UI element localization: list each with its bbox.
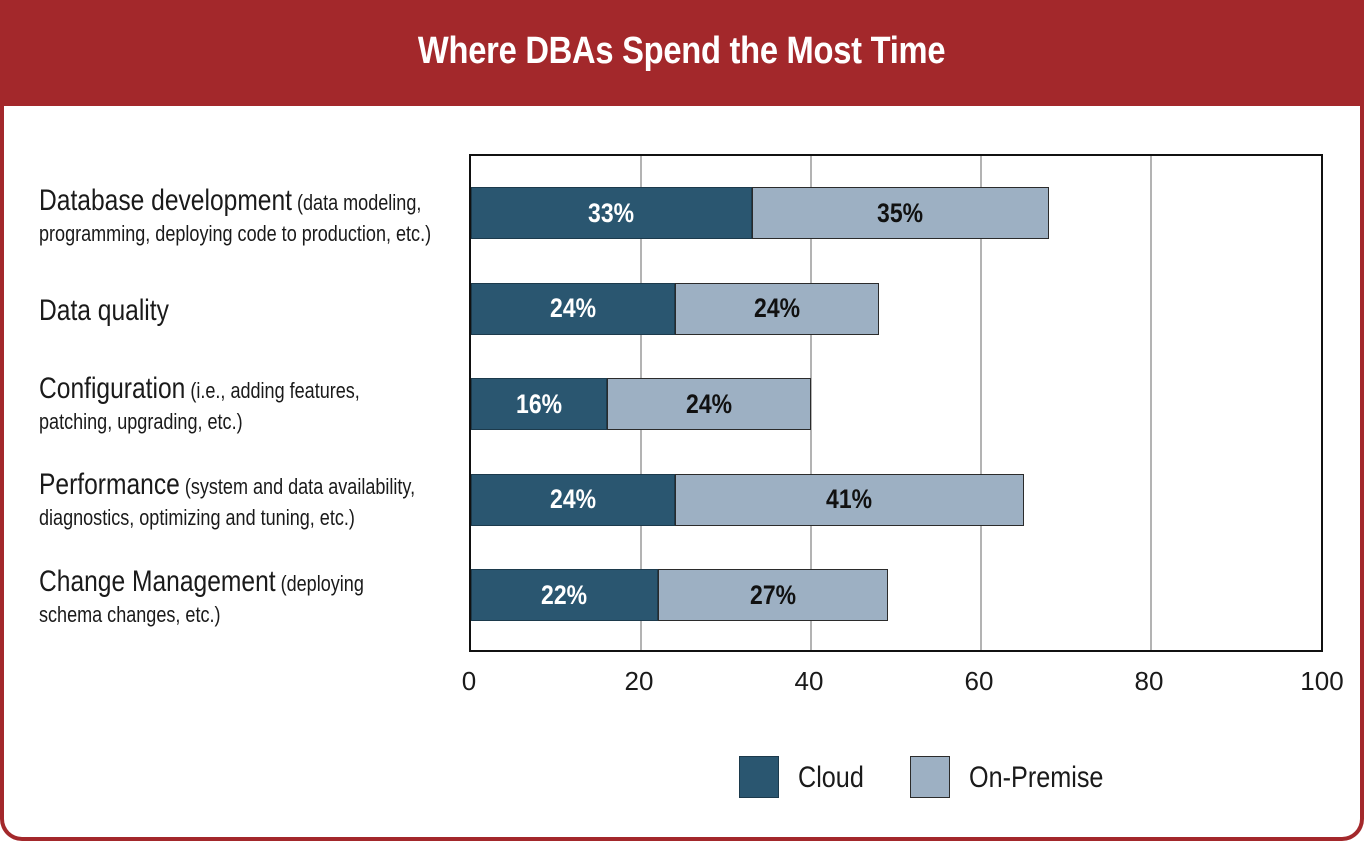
x-tick-label: 20 xyxy=(624,666,654,696)
category-note: (deploying xyxy=(275,571,364,596)
x-tick-label: 100 xyxy=(1300,666,1344,696)
bar-value-label: 16% xyxy=(516,388,562,419)
category-label: Performance (system and data availabilit… xyxy=(39,466,415,533)
category-note-line2: diagnostics, optimizing and tuning, etc.… xyxy=(39,505,355,531)
bar-value-label: 24% xyxy=(754,293,800,323)
category-note: (i.e., adding features, xyxy=(185,378,360,403)
category-label: Database development (data modeling, prog… xyxy=(39,182,431,249)
category-label: Data quality xyxy=(39,292,169,330)
category-name: Data quality xyxy=(39,294,169,327)
x-tick-label: 40 xyxy=(794,666,824,696)
category-note: (system and data availability, xyxy=(179,474,416,499)
gridline xyxy=(810,156,812,650)
title-banner: Where DBAs Spend the Most Time xyxy=(0,0,1364,106)
on-premise-bar: 35% xyxy=(751,187,1049,239)
category-name: Performance xyxy=(39,468,180,501)
cloud-bar: 24% xyxy=(471,473,675,526)
category-label: Change Management (deploying schema chang… xyxy=(39,563,364,630)
cloud-bar: 22% xyxy=(471,569,658,621)
category-note-line2: schema changes, etc.) xyxy=(39,602,221,628)
cloud-bar: 16% xyxy=(471,378,607,430)
category-name: Database development xyxy=(39,184,293,217)
legend-swatch-cloud xyxy=(739,756,779,798)
on-premise-bar: 24% xyxy=(675,282,879,335)
bar-value-label: 27% xyxy=(749,579,796,610)
gridline xyxy=(1150,156,1152,650)
legend-swatch-on-premise xyxy=(910,756,950,798)
cloud-bar: 33% xyxy=(471,187,752,239)
bar-value-label: 24% xyxy=(550,484,596,514)
bar-value-label: 41% xyxy=(826,484,873,514)
gridline xyxy=(980,156,982,650)
bar-value-label: 35% xyxy=(877,197,924,228)
on-premise-bar: 41% xyxy=(675,473,1024,526)
plot-area: 33% 35% 24% 24% 16% 24% 24% 41% 22% 27% xyxy=(469,154,1323,652)
legend-label: On-Premise xyxy=(969,761,1104,794)
bar-value-label: 24% xyxy=(686,388,732,419)
legend-label: Cloud xyxy=(798,761,864,794)
x-tick-label: 0 xyxy=(461,666,477,696)
cloud-bar: 24% xyxy=(471,282,675,335)
category-note: (data modeling, xyxy=(292,190,422,215)
on-premise-bar: 24% xyxy=(607,378,811,430)
on-premise-bar: 27% xyxy=(658,569,888,621)
x-tick-label: 60 xyxy=(964,666,994,696)
category-note-line2: patching, upgrading, etc.) xyxy=(39,409,243,435)
category-name: Configuration xyxy=(39,372,186,405)
category-label: Configuration (i.e., adding features, pat… xyxy=(39,370,360,437)
bar-value-label: 22% xyxy=(541,579,588,610)
bar-value-label: 33% xyxy=(588,197,635,228)
x-tick-label: 80 xyxy=(1134,666,1164,696)
category-note-line2: programming, deploying code to productio… xyxy=(39,221,432,247)
category-name: Change Management xyxy=(39,565,276,598)
bar-value-label: 24% xyxy=(550,293,596,323)
chart-title: Where DBAs Spend the Most Time xyxy=(418,29,946,72)
